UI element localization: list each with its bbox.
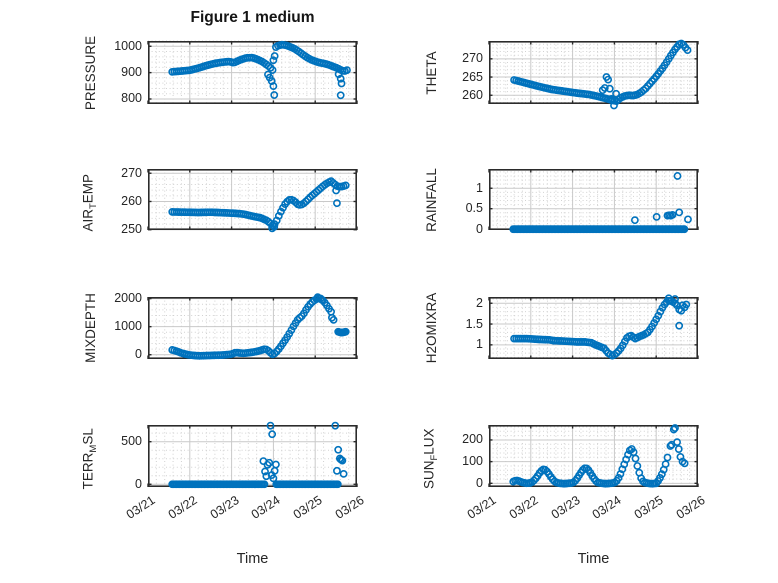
y-tick-label: 1.5 (465, 316, 483, 331)
y-axis-label-sun_flux: SUNFLUX (421, 428, 440, 490)
axes-box (148, 297, 357, 360)
x-axis-label: Time (577, 551, 610, 567)
plot-area-pressure (147, 40, 358, 105)
major-grid (489, 41, 698, 104)
axes-box (489, 41, 698, 105)
y-tick-label: 500 (121, 434, 142, 449)
data-markers (510, 39, 692, 110)
y-tick-label: 1 (476, 337, 483, 352)
data-markers (509, 424, 689, 488)
y-tick-label: 1000 (114, 319, 142, 334)
x-tick-label: 03/22 (165, 493, 200, 522)
minor-grid (148, 169, 357, 230)
x-tick-label: 03/24 (590, 493, 625, 522)
y-tick-label: 250 (121, 222, 142, 237)
axes-box (148, 425, 357, 488)
y-tick-label: 2 (476, 295, 483, 310)
data-markers (168, 293, 350, 360)
x-tick-label: 03/25 (631, 493, 666, 522)
x-axis-label: Time (236, 551, 269, 567)
y-tick-label: 1000 (114, 38, 142, 53)
x-tick-label: 03/21 (464, 493, 499, 522)
plot-area-mixdepth (147, 293, 358, 360)
data-markers (168, 177, 350, 233)
minor-grid (489, 297, 698, 359)
y-tick-label: 270 (121, 165, 142, 180)
figure-title: Figure 1 medium (190, 9, 315, 26)
axes-box (489, 297, 698, 360)
data-markers (509, 172, 692, 234)
y-tick-label: 0 (135, 476, 142, 491)
y-tick-label: 0 (476, 475, 483, 490)
axes-box (148, 169, 357, 231)
y-tick-label: 1 (476, 180, 483, 195)
major-grid (148, 425, 357, 487)
plot-area-theta (488, 39, 699, 110)
minor-grid (148, 425, 357, 487)
y-tick-label: 800 (121, 91, 142, 106)
axis-ticks (147, 41, 358, 104)
axes-box (489, 169, 698, 231)
data-markers (168, 421, 348, 489)
y-tick-label: 200 (462, 432, 483, 447)
axis-ticks (147, 425, 358, 487)
data-markers (168, 40, 351, 100)
x-tick-label: 03/22 (506, 493, 541, 522)
axes-box (489, 425, 698, 488)
plot-area-sun_flux (488, 424, 699, 488)
y-tick-label: 100 (462, 454, 483, 469)
y-axis-label-terr_msl: TERRMSL (80, 428, 99, 490)
y-tick-label: 0.5 (465, 201, 483, 216)
plot-area-air_temp (147, 169, 358, 233)
minor-grid (489, 425, 698, 487)
y-tick-label: 270 (462, 51, 483, 66)
major-grid (148, 169, 357, 231)
y-tick-label: 260 (121, 193, 142, 208)
y-tick-label: 0 (476, 221, 483, 236)
x-tick-label: 03/25 (290, 493, 325, 522)
x-tick-label: 03/23 (548, 493, 583, 522)
y-tick-label: 265 (462, 69, 483, 84)
data-markers (510, 294, 691, 360)
y-tick-label: 2000 (114, 291, 142, 306)
axis-ticks (488, 41, 699, 104)
x-tick-label: 03/26 (332, 493, 367, 522)
y-tick-label: 900 (121, 65, 142, 80)
x-tick-label: 03/23 (207, 493, 242, 522)
x-tick-label: 03/26 (673, 493, 708, 522)
plot-area-rainfall (488, 169, 699, 234)
plot-area-h2omixra (488, 294, 699, 360)
y-tick-label: 0 (135, 347, 142, 362)
axis-ticks (147, 169, 358, 231)
plot-area-terr_msl (147, 421, 358, 489)
x-tick-label: 03/21 (123, 493, 158, 522)
minor-grid (489, 169, 698, 230)
y-tick-label: 260 (462, 87, 483, 102)
axis-ticks (147, 297, 358, 359)
x-tick-label: 03/24 (249, 493, 284, 522)
